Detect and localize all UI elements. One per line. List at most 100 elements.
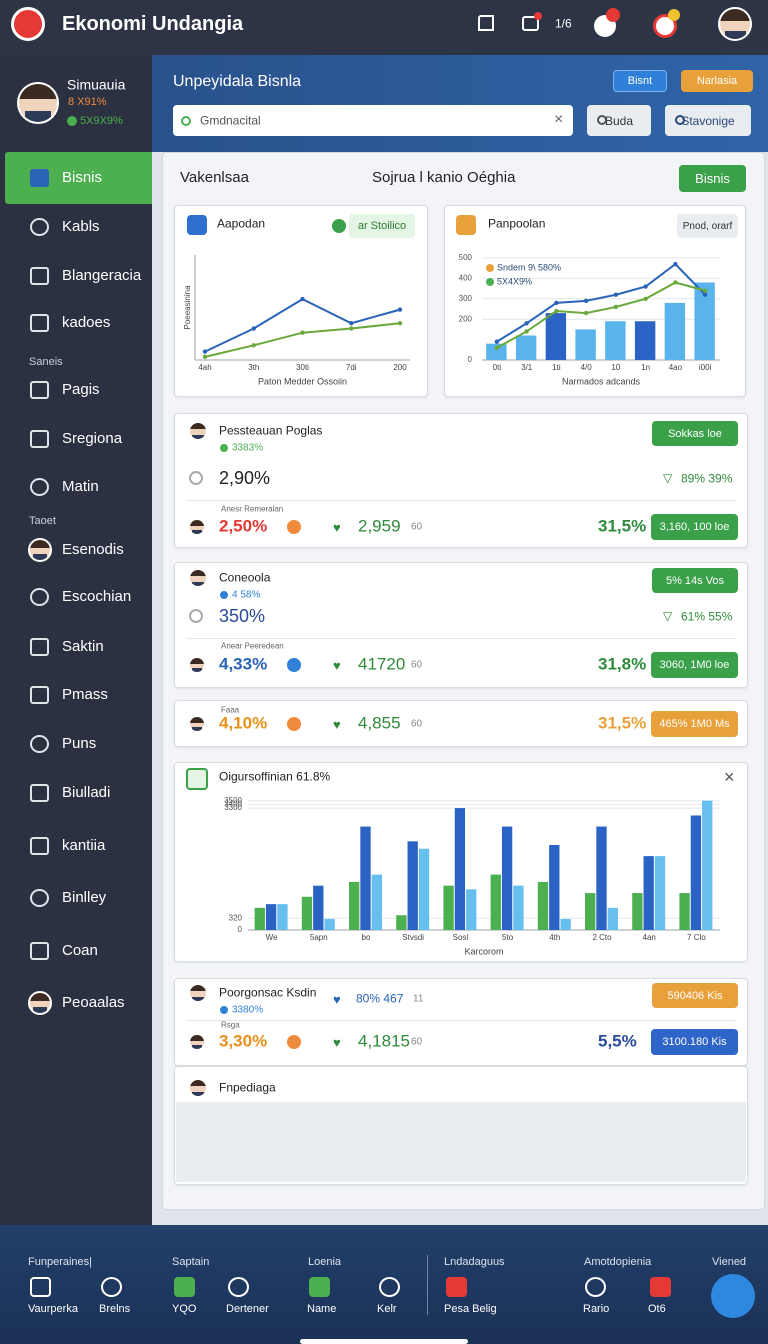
avatar-hair xyxy=(720,9,750,21)
card-share: 5,5% xyxy=(598,1031,637,1051)
search-box[interactable] xyxy=(173,105,573,136)
avatar-hair xyxy=(190,570,206,577)
nav-section: Lndadaguus xyxy=(444,1255,505,1268)
banner-button[interactable]: Bisnt xyxy=(613,70,667,92)
menu-item[interactable]: Biulladi xyxy=(62,783,111,801)
notif-icon[interactable] xyxy=(522,16,539,31)
nav-icon[interactable] xyxy=(379,1277,400,1297)
menu-item[interactable]: Matin xyxy=(62,477,99,495)
menu-icon[interactable] xyxy=(30,430,49,448)
nav-item[interactable]: Name xyxy=(307,1302,337,1315)
action-button[interactable]: Buda xyxy=(587,105,651,136)
nav-item[interactable]: Rario xyxy=(583,1302,610,1315)
menu-item[interactable]: Puns xyxy=(62,734,97,752)
close-icon[interactable]: × xyxy=(724,767,735,787)
avatar xyxy=(28,538,52,562)
panel-button[interactable]: Bisnis xyxy=(679,165,746,192)
nav-item[interactable]: Vaurperka xyxy=(28,1302,78,1315)
card-badge[interactable]: 5% 14s Vos xyxy=(652,568,738,593)
heart-icon: ♥ xyxy=(333,520,341,535)
sub-dot xyxy=(220,591,228,599)
nav-section: Saptain xyxy=(172,1255,210,1268)
card-share: 31,5% xyxy=(598,516,647,536)
heart-icon: ♥ xyxy=(333,658,341,673)
heart-icon: ♥ xyxy=(333,1035,341,1050)
avatar xyxy=(188,715,206,733)
search-icon xyxy=(181,116,191,126)
nav-icon[interactable] xyxy=(309,1277,330,1297)
heart-icon: ♥ xyxy=(333,717,341,732)
menu-item[interactable]: Bisnis xyxy=(62,168,103,186)
trend-icon: ♥ xyxy=(333,992,341,1007)
avatar-shirt xyxy=(192,727,202,731)
home-icon[interactable] xyxy=(478,15,494,31)
menu-item[interactable]: Escochian xyxy=(62,587,132,605)
card-badge[interactable]: 590406 Kis xyxy=(652,983,738,1008)
chart-badge[interactable]: ar Stoilico xyxy=(349,214,415,238)
menu-item[interactable]: Kabls xyxy=(62,217,100,235)
menu-icon[interactable] xyxy=(30,169,49,187)
card-unit: 60 xyxy=(411,659,423,671)
menu-icon[interactable] xyxy=(30,267,49,285)
nav-icon[interactable] xyxy=(650,1277,671,1297)
menu-item[interactable]: Pmass xyxy=(62,685,108,703)
fab-button[interactable] xyxy=(711,1274,755,1318)
nav-icon[interactable] xyxy=(446,1277,467,1297)
menu-item[interactable]: Coan xyxy=(62,941,98,959)
nav-item[interactable]: Kelr xyxy=(377,1302,397,1315)
menu-item[interactable]: Binlley xyxy=(62,888,107,906)
menu-icon[interactable] xyxy=(30,942,49,960)
nav-icon[interactable] xyxy=(585,1277,606,1297)
menu-item[interactable]: Saktin xyxy=(62,637,104,655)
nav-icon[interactable] xyxy=(228,1277,249,1297)
menu-item[interactable]: Sregiona xyxy=(62,429,123,447)
nav-section: Viened xyxy=(712,1255,747,1268)
card-main: 350% xyxy=(219,606,266,627)
card-total[interactable]: 3060, 1M0 loe xyxy=(651,652,738,678)
menu-icon[interactable] xyxy=(30,381,49,399)
menu-icon[interactable] xyxy=(30,218,49,236)
menu-icon[interactable] xyxy=(30,588,49,606)
avatar-hair xyxy=(30,540,50,548)
menu-icon[interactable] xyxy=(30,638,49,656)
banner-button[interactable]: Narlasia xyxy=(681,70,753,92)
chart-icon xyxy=(456,215,476,235)
menu-section: Taoet xyxy=(29,514,56,527)
nav-item[interactable]: Ot6 xyxy=(648,1302,666,1315)
chart-badge[interactable]: Pnod, orarf xyxy=(677,214,738,238)
menu-icon[interactable] xyxy=(30,837,49,855)
nav-icon[interactable] xyxy=(174,1277,195,1297)
clear-icon[interactable]: × xyxy=(554,111,564,128)
menu-icon[interactable] xyxy=(30,478,49,496)
nav-divider xyxy=(427,1255,428,1315)
menu-item[interactable]: Blangeracia xyxy=(62,266,142,284)
avatar-hair xyxy=(19,84,57,100)
menu-icon[interactable] xyxy=(30,784,49,802)
card-total[interactable]: 3100.180 Kis xyxy=(651,1029,738,1055)
chart-title: Oigursoffinian 61.8% xyxy=(219,769,331,784)
menu-item[interactable]: kantiia xyxy=(62,836,106,854)
menu-icon[interactable] xyxy=(30,314,49,332)
nav-item[interactable]: Pesa Belig xyxy=(444,1302,497,1315)
nav-icon[interactable] xyxy=(101,1277,122,1297)
nav-icon[interactable] xyxy=(30,1277,51,1297)
menu-icon[interactable] xyxy=(30,889,49,907)
avatar-hair xyxy=(30,993,50,1001)
menu-icon[interactable] xyxy=(30,735,49,753)
menu-item[interactable]: Pagis xyxy=(62,380,100,398)
nav-item[interactable]: Dertener xyxy=(226,1302,269,1315)
menu-item[interactable]: Esenodis xyxy=(62,540,124,558)
card-total[interactable]: 465% 1M0 Ms xyxy=(651,711,738,737)
card-badge[interactable]: Sokkas loe xyxy=(652,421,738,446)
card-unit: 11 xyxy=(413,993,424,1005)
badge-dot xyxy=(332,219,346,233)
msg-icon xyxy=(653,14,677,38)
menu-item[interactable]: kadoes xyxy=(62,313,111,331)
profile-stat: 8 X91% xyxy=(68,95,107,108)
nav-item[interactable]: Brelns xyxy=(99,1302,131,1315)
menu-item[interactable]: Peoaalas xyxy=(62,993,125,1011)
card-total[interactable]: 3,160, 100 loe xyxy=(651,514,738,540)
app-title: Ekonomi Undangia xyxy=(62,13,244,35)
menu-icon[interactable] xyxy=(30,686,49,704)
nav-item[interactable]: YQO xyxy=(172,1302,197,1315)
